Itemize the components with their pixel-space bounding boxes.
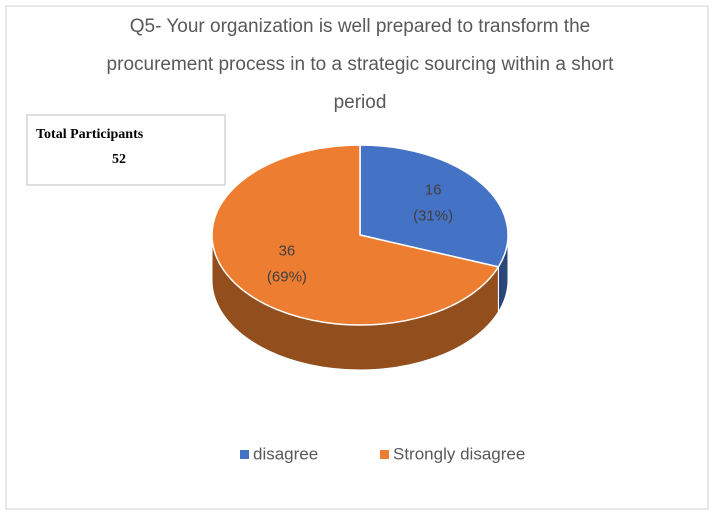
slice [359,144,509,268]
percent-label: (69%) [267,269,307,286]
annotation-value: 52 [112,152,126,167]
chart-title: Q5- Your organization is well prepared t… [106,16,614,113]
slice [211,144,500,326]
legend-swatch [240,450,249,459]
annotation-box [26,114,226,186]
legend-label: Strongly disagree [393,444,525,463]
data-label: 36 [279,243,296,260]
annotation-label: Total Participants [36,127,144,142]
percent-label: (31%) [413,207,453,224]
data-label: 16 [425,181,442,198]
legend-label: disagree [253,444,318,463]
legend-swatch [380,450,389,459]
